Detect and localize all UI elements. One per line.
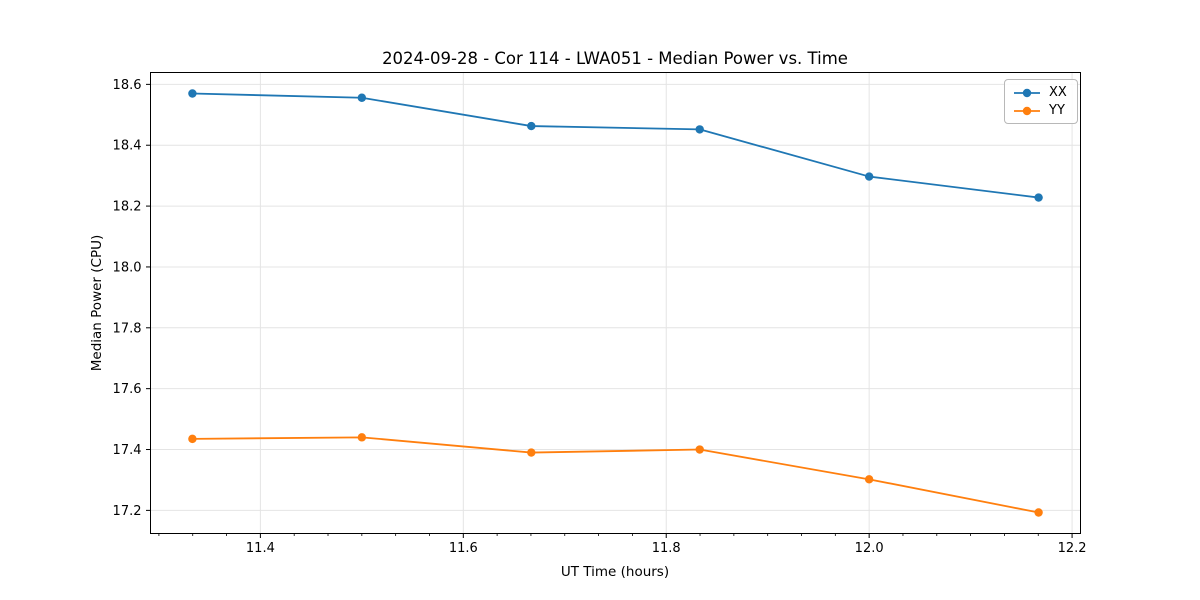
y-tick-label: 18.0 — [113, 260, 142, 275]
legend-label: YY — [1049, 103, 1065, 118]
series-line-xx — [192, 92, 1039, 199]
data-point-yy — [527, 448, 536, 457]
legend-item-yy: YY — [1013, 103, 1067, 118]
x-tick-label: 11.8 — [652, 541, 681, 556]
y-tick-label: 17.6 — [113, 382, 142, 397]
data-point-xx — [864, 172, 874, 181]
legend-marker-yy — [1014, 106, 1040, 115]
x-tick-label: 11.6 — [449, 541, 478, 556]
x-axis-label: UT Time (hours) — [560, 564, 670, 580]
data-point-xx — [695, 125, 704, 134]
y-tick-label: 18.4 — [113, 139, 142, 154]
legend-marker-xx — [1014, 88, 1040, 97]
data-point-yy — [188, 434, 197, 444]
y-tick-label: 17.4 — [113, 443, 142, 458]
data-point-yy — [1034, 508, 1043, 517]
data-point-yy — [357, 433, 367, 442]
legend-label: XX — [1049, 85, 1067, 100]
x-tick-label: 11.4 — [246, 541, 275, 556]
series-line-yy — [192, 436, 1039, 514]
data-point-xx — [188, 89, 197, 98]
x-tick-label: 12.2 — [1058, 541, 1087, 556]
y-axis-label: Median Power (CPU) — [89, 234, 105, 372]
axes-spines — [150, 72, 1081, 534]
legend-item-xx: XX — [1013, 85, 1067, 100]
data-point-yy — [864, 475, 874, 484]
data-point-xx — [527, 121, 536, 131]
chart-title: 2024-09-28 - Cor 114 - LWA051 - Median P… — [382, 49, 848, 68]
y-tick-label: 17.8 — [113, 321, 142, 336]
data-point-xx — [357, 93, 367, 102]
x-tick-label: 12.0 — [855, 541, 884, 556]
data-point-yy — [695, 445, 704, 454]
legend: XX YY — [1004, 79, 1078, 124]
y-tick-label: 18.6 — [113, 78, 142, 93]
data-point-xx — [1034, 193, 1043, 202]
y-tick-label: 18.2 — [113, 200, 142, 215]
y-tick-label: 17.2 — [113, 504, 142, 519]
